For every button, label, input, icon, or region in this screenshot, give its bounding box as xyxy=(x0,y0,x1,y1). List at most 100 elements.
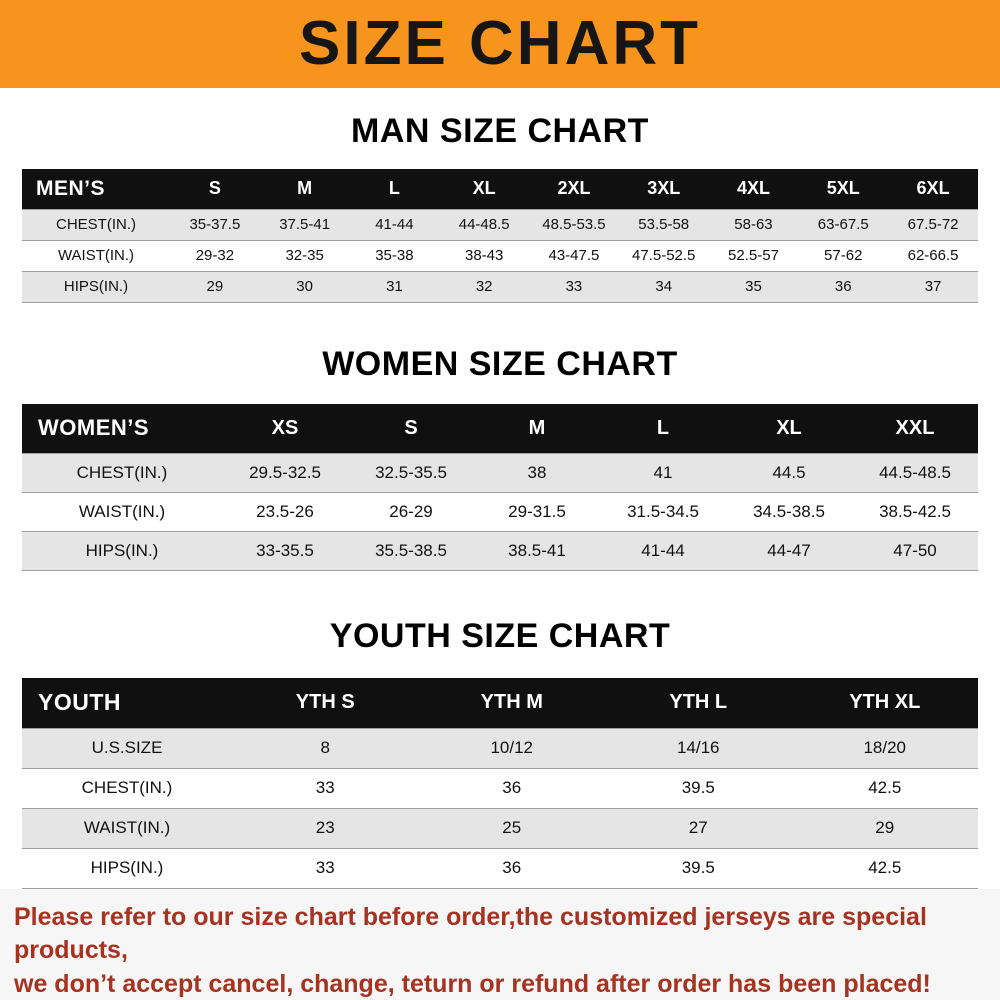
size-value: 41-44 xyxy=(600,531,726,571)
footer-note: Please refer to our size chart before or… xyxy=(0,888,1000,1000)
size-header-cell: 2XL xyxy=(529,169,619,209)
size-value: 42.5 xyxy=(791,767,978,808)
measurement-label: U.S.SIZE xyxy=(22,727,232,768)
size-header-cell: 4XL xyxy=(708,169,799,209)
header-row: WOMEN’S XS S M L XL XXL xyxy=(22,403,978,454)
youth-table-body: U.S.SIZE 8 10/12 14/16 18/20 CHEST(IN.) 33 36 39… xyxy=(22,727,978,889)
size-value: 35.5-38.5 xyxy=(348,531,474,571)
size-value: 33 xyxy=(232,847,419,889)
measurement-label: HIPS(IN.) xyxy=(22,270,170,303)
size-header-cell: XL xyxy=(439,169,530,209)
size-value: 29-32 xyxy=(170,239,260,271)
size-value: 34.5-38.5 xyxy=(726,492,852,532)
size-value: 63-67.5 xyxy=(798,208,889,240)
size-value: 58-63 xyxy=(708,208,799,240)
size-header-cell: YTH L xyxy=(605,678,792,728)
size-header-cell: S xyxy=(170,169,260,209)
size-value: 48.5-53.5 xyxy=(529,208,619,240)
size-value: 29-31.5 xyxy=(474,492,600,532)
table-row: WAIST(IN.) 29-32 32-35 35-38 38-43 43-47.5 47.… xyxy=(22,239,978,271)
size-value: 8 xyxy=(232,727,419,768)
table-row: WAIST(IN.) 23 25 27 29 xyxy=(22,807,978,848)
size-value: 34 xyxy=(618,270,709,303)
size-header-cell: YTH XL xyxy=(791,678,978,728)
size-value: 32 xyxy=(439,270,530,303)
footer-line: Please refer to our size chart before or… xyxy=(14,902,927,965)
men-size-table: MEN’S S M L XL 2XL 3XL 4XL 5XL 6XL CHEST(IN.) 35-3… xyxy=(22,169,978,303)
size-value: 47-50 xyxy=(852,531,978,571)
size-header-cell: 3XL xyxy=(618,169,709,209)
size-value: 31 xyxy=(349,270,440,303)
size-value: 37 xyxy=(888,270,978,303)
youth-table-header: YOUTH YTH S YTH M YTH L YTH XL xyxy=(22,678,978,728)
size-header-cell: L xyxy=(600,403,726,454)
size-value: 26-29 xyxy=(348,492,474,532)
size-header-cell: 5XL xyxy=(798,169,889,209)
table-row: CHEST(IN.) 33 36 39.5 42.5 xyxy=(22,767,978,808)
women-table-body: CHEST(IN.) 29.5-32.5 32.5-35.5 38 41 44.5 44.5… xyxy=(22,453,978,571)
size-value: 39.5 xyxy=(605,847,792,889)
size-value: 38.5-42.5 xyxy=(852,492,978,532)
table-row: CHEST(IN.) 29.5-32.5 32.5-35.5 38 41 44.5 44.5… xyxy=(22,453,978,493)
size-value: 33 xyxy=(232,767,419,808)
size-value: 32-35 xyxy=(259,239,350,271)
size-header-cell: XXL xyxy=(852,403,978,454)
size-value: 31.5-34.5 xyxy=(600,492,726,532)
size-header-cell: L xyxy=(349,169,440,209)
table-row: WAIST(IN.) 23.5-26 26-29 29-31.5 31.5-34.5 34… xyxy=(22,492,978,532)
size-value: 29.5-32.5 xyxy=(222,453,348,493)
size-value: 39.5 xyxy=(605,767,792,808)
size-value: 36 xyxy=(418,767,605,808)
measurement-label: CHEST(IN.) xyxy=(22,767,232,808)
size-header-cell: 6XL xyxy=(888,169,978,209)
table-row: HIPS(IN.) 33 36 39.5 42.5 xyxy=(22,847,978,889)
measurement-label: CHEST(IN.) xyxy=(22,453,222,493)
size-value: 43-47.5 xyxy=(529,239,619,271)
header-row: YOUTH YTH S YTH M YTH L YTH XL xyxy=(22,678,978,728)
size-value: 23 xyxy=(232,807,419,848)
size-header-cell: M xyxy=(259,169,350,209)
size-value: 44-48.5 xyxy=(439,208,530,240)
youth-size-table: YOUTH YTH S YTH M YTH L YTH XL U.S.SIZE 8 10/1… xyxy=(22,678,978,889)
table-row: CHEST(IN.) 35-37.5 37.5-41 41-44 44-48.5 48.5… xyxy=(22,208,978,240)
size-header-cell: S xyxy=(348,403,474,454)
size-value: 32.5-35.5 xyxy=(348,453,474,493)
banner-title: SIZE CHART xyxy=(299,9,701,78)
size-value: 29 xyxy=(791,807,978,848)
size-value: 33-35.5 xyxy=(222,531,348,571)
size-value: 37.5-41 xyxy=(259,208,350,240)
size-value: 47.5-52.5 xyxy=(618,239,709,271)
section-heading-youth: YOUTH SIZE CHART xyxy=(329,617,671,655)
table-row: HIPS(IN.) 29 30 31 32 33 34 35 36 37 xyxy=(22,270,978,303)
size-value: 36 xyxy=(798,270,889,303)
measurement-label: HIPS(IN.) xyxy=(22,847,232,889)
size-value: 23.5-26 xyxy=(222,492,348,532)
size-value: 38-43 xyxy=(439,239,530,271)
size-value: 35-38 xyxy=(349,239,440,271)
size-value: 35-37.5 xyxy=(170,208,260,240)
size-value: 41 xyxy=(600,453,726,493)
table-title-cell: WOMEN’S xyxy=(22,403,222,454)
size-value: 62-66.5 xyxy=(888,239,978,271)
size-value: 14/16 xyxy=(605,727,792,768)
size-header-cell: M xyxy=(474,403,600,454)
size-value: 52.5-57 xyxy=(708,239,799,271)
size-value: 53.5-58 xyxy=(618,208,709,240)
size-value: 41-44 xyxy=(349,208,440,240)
size-value: 29 xyxy=(170,270,260,303)
size-value: 10/12 xyxy=(418,727,605,768)
section-heading-women: WOMEN SIZE CHART xyxy=(322,344,678,383)
size-value: 33 xyxy=(529,270,619,303)
header-row: MEN’S S M L XL 2XL 3XL 4XL 5XL 6XL xyxy=(22,169,978,209)
size-header-cell: XL xyxy=(726,403,852,454)
women-table-header: WOMEN’S XS S M L XL XXL xyxy=(22,403,978,454)
measurement-label: WAIST(IN.) xyxy=(22,492,222,532)
size-value: 25 xyxy=(418,807,605,848)
measurement-label: HIPS(IN.) xyxy=(22,531,222,571)
size-value: 18/20 xyxy=(791,727,978,768)
size-value: 27 xyxy=(605,807,792,848)
size-value: 36 xyxy=(418,847,605,889)
footer-line: we don’t accept cancel, change, teturn o… xyxy=(14,970,931,998)
size-header-cell: XS xyxy=(222,403,348,454)
